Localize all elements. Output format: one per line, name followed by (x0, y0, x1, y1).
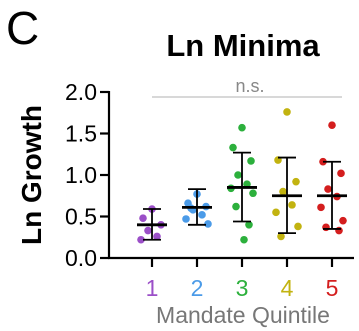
plot-marks (137, 108, 347, 244)
data-point (294, 222, 302, 231)
data-point (234, 171, 242, 179)
y-tick-label: 1.0 (65, 162, 97, 188)
data-point (144, 226, 152, 235)
significance-annotation: n.s. (152, 76, 342, 98)
data-point (153, 232, 161, 241)
y-tick-label: 1.5 (65, 121, 97, 147)
data-point (229, 143, 237, 152)
series-5 (317, 121, 347, 235)
data-point (139, 214, 147, 222)
data-point (232, 202, 240, 211)
data-point (279, 187, 287, 196)
chart-title: Ln Minima (166, 28, 320, 63)
data-point (283, 108, 291, 116)
series-1 (137, 205, 167, 244)
data-point (317, 203, 325, 212)
data-point (292, 177, 300, 186)
data-point (240, 235, 248, 244)
data-point (238, 123, 246, 132)
x-tick-label: 2 (191, 275, 204, 301)
data-point (137, 235, 145, 244)
x-axis-label: Mandate Quintile (156, 302, 330, 328)
y-axis: 0.0 0.5 1.0 1.5 2.0 (65, 79, 111, 271)
x-tick-label: 5 (326, 275, 339, 301)
series-2 (182, 188, 212, 228)
y-tick-label: 0.5 (65, 204, 97, 230)
data-point (247, 157, 255, 165)
panel-label: C (6, 2, 39, 54)
significance-label: n.s. (235, 76, 264, 96)
series-3 (227, 123, 257, 244)
y-axis-label: Ln Growth (16, 105, 47, 245)
x-tick-label: 3 (236, 275, 249, 301)
series-4 (272, 108, 302, 241)
data-point (288, 201, 296, 209)
x-axis: 1 2 3 4 5 (108, 256, 354, 301)
data-point (322, 223, 330, 232)
data-point (243, 180, 251, 188)
data-point (249, 189, 257, 198)
data-point (182, 215, 190, 223)
data-point (277, 232, 285, 241)
data-point (324, 185, 332, 193)
y-tick-label: 2.0 (65, 79, 97, 105)
x-tick-label: 4 (281, 275, 294, 301)
data-point (335, 226, 343, 235)
data-point (337, 169, 345, 178)
data-point (328, 121, 336, 129)
data-point (272, 208, 280, 217)
data-point (245, 221, 253, 229)
x-tick-label: 1 (146, 275, 159, 301)
data-point (204, 220, 212, 228)
data-point (198, 211, 206, 219)
data-point (339, 216, 347, 225)
y-tick-label: 0.0 (65, 245, 97, 271)
